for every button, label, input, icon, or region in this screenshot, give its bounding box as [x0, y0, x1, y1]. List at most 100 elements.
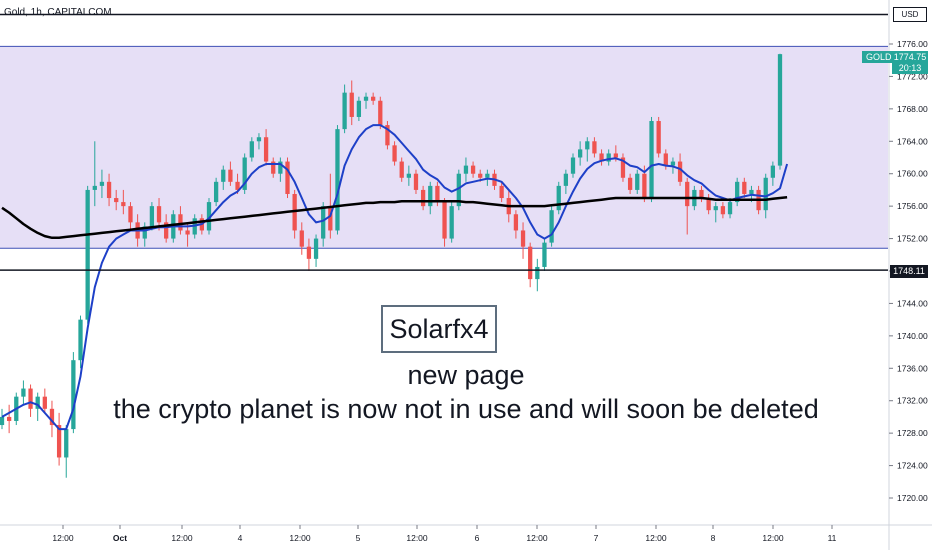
- candle: [770, 161, 776, 186]
- candle-body: [178, 214, 183, 231]
- candle-body: [685, 181, 690, 207]
- candle: [777, 53, 783, 170]
- x-tick-label: 7: [594, 533, 599, 543]
- candle: [56, 412, 62, 466]
- candle: [285, 157, 290, 199]
- candle-body: [449, 206, 454, 239]
- candle-body: [556, 185, 561, 211]
- candle: [520, 222, 526, 259]
- candle: [420, 185, 426, 211]
- candle-body: [542, 242, 547, 267]
- candle: [378, 96, 383, 130]
- candle: [71, 352, 76, 434]
- candle: [349, 80, 354, 126]
- candle-body: [635, 173, 640, 190]
- y-tick-label: 1764.00: [897, 136, 928, 146]
- candle: [299, 222, 304, 255]
- candle: [278, 157, 283, 182]
- candle-body: [478, 173, 483, 178]
- candle: [356, 96, 362, 122]
- candle: [335, 125, 340, 235]
- candle-body: [528, 246, 533, 280]
- candle: [35, 392, 40, 421]
- brand-label-box: Solarfx4: [381, 305, 497, 353]
- level-price-label: 1748.11: [890, 265, 928, 278]
- candle-body: [770, 165, 776, 178]
- candle-body: [6, 416, 12, 421]
- chart-title: Gold, 1h, CAPITALCOM: [4, 7, 112, 18]
- candle-body: [114, 198, 119, 203]
- candle: [149, 202, 155, 231]
- brand-label: Solarfx4: [389, 313, 489, 344]
- candle-body: [249, 141, 254, 158]
- candle: [363, 92, 369, 109]
- candle-body: [485, 173, 490, 178]
- candle-body: [470, 165, 476, 174]
- candle-body: [156, 206, 162, 223]
- x-tick-label: 12:00: [289, 533, 311, 543]
- candle: [78, 315, 83, 369]
- x-tick-label: 4: [238, 533, 243, 543]
- y-tick-label: 1772.00: [897, 71, 928, 81]
- candle-body: [463, 165, 469, 174]
- candle: [620, 153, 626, 182]
- candle-body: [92, 185, 97, 190]
- candle: [599, 149, 604, 166]
- candle: [106, 173, 112, 207]
- candle-body: [285, 161, 290, 194]
- candle: [6, 404, 12, 434]
- candle-body: [513, 214, 519, 231]
- y-tick-label: 1752.00: [897, 234, 928, 244]
- candle-body: [206, 202, 212, 231]
- symbol-tag: GOLD: [862, 51, 892, 63]
- candle-body: [321, 206, 326, 239]
- candle: [606, 149, 611, 166]
- candle-body: [613, 153, 618, 158]
- candle: [392, 141, 397, 166]
- candle: [92, 141, 97, 207]
- candle: [271, 157, 276, 178]
- candle: [656, 116, 661, 158]
- candle: [578, 141, 583, 166]
- y-tick-label: 1744.00: [897, 298, 928, 308]
- candle: [306, 238, 312, 271]
- x-tick-label: 12:00: [762, 533, 784, 543]
- candle-body: [378, 100, 383, 126]
- candle: [513, 210, 519, 239]
- candle-body: [121, 202, 126, 207]
- candle-body: [720, 206, 726, 215]
- x-tick-label: 6: [475, 533, 480, 543]
- y-tick-label: 1740.00: [897, 331, 928, 341]
- candle: [406, 165, 411, 186]
- candle-body: [742, 181, 747, 194]
- candle-body: [656, 121, 661, 154]
- candle: [649, 116, 654, 203]
- candle-body: [735, 181, 740, 203]
- candle: [449, 202, 454, 243]
- candle-body: [128, 206, 133, 223]
- candle: [228, 161, 233, 186]
- currency-selector[interactable]: USD: [893, 7, 927, 22]
- bar-countdown: 20:13: [892, 63, 928, 74]
- candle-body: [242, 157, 247, 190]
- candle-body: [706, 198, 711, 211]
- candle-body: [213, 181, 219, 203]
- candle-body: [278, 161, 283, 174]
- candle-body: [371, 96, 376, 101]
- candle-body: [699, 189, 704, 199]
- candle-body: [606, 153, 611, 162]
- candle-body: [85, 189, 90, 320]
- candle-body: [392, 145, 397, 162]
- candle: [699, 185, 704, 203]
- candle: [156, 198, 162, 231]
- candle-body: [271, 161, 276, 174]
- candle: [249, 137, 254, 162]
- candle-body: [49, 408, 55, 426]
- y-tick-label: 1724.00: [897, 461, 928, 471]
- candle: [178, 206, 183, 235]
- y-tick-label: 1768.00: [897, 104, 928, 114]
- candle-body: [64, 429, 69, 458]
- candle: [371, 92, 376, 105]
- candle: [213, 177, 219, 207]
